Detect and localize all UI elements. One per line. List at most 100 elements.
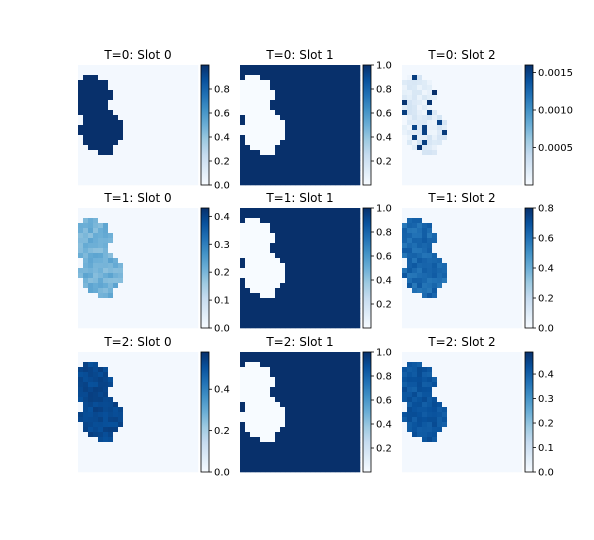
heatmap-cell: [355, 75, 361, 81]
heatmap-cell: [245, 140, 251, 146]
heatmap-cell: [193, 135, 199, 141]
heatmap-cell: [417, 402, 423, 408]
heatmap-cell: [452, 243, 458, 249]
heatmap-cell: [517, 75, 523, 81]
heatmap-cell: [290, 170, 296, 176]
heatmap-cell: [295, 258, 301, 264]
heatmap-cell: [143, 288, 149, 294]
colorbar-tick-label: 0.6: [376, 252, 392, 263]
heatmap-cell: [340, 258, 346, 264]
heatmap-cell: [78, 377, 84, 383]
heatmap-cell: [487, 175, 493, 181]
heatmap-cell: [78, 367, 84, 373]
heatmap-cell: [83, 110, 89, 116]
heatmap-cell: [93, 155, 99, 161]
heatmap-cell: [133, 268, 139, 274]
heatmap-cell: [477, 95, 483, 101]
heatmap-cell: [240, 130, 246, 136]
heatmap-cell: [320, 170, 326, 176]
heatmap-cell: [133, 120, 139, 126]
heatmap-cell: [442, 115, 448, 121]
heatmap-cell: [295, 397, 301, 403]
heatmap-cell: [350, 110, 356, 116]
heatmap-cell: [477, 125, 483, 131]
heatmap-cell: [250, 105, 256, 111]
heatmap-cell: [340, 180, 346, 186]
heatmap-cell: [462, 140, 468, 146]
heatmap-cell: [350, 377, 356, 383]
heatmap-cell: [305, 85, 311, 91]
heatmap-cell: [285, 233, 291, 239]
heatmap-cell: [295, 150, 301, 156]
heatmap-cell: [447, 218, 453, 224]
heatmap-cell: [163, 208, 169, 214]
heatmap-cell: [325, 273, 331, 279]
heatmap-cell: [507, 90, 513, 96]
heatmap-cell: [507, 233, 513, 239]
heatmap-cell: [78, 165, 84, 171]
heatmap-cell: [240, 100, 246, 106]
heatmap-cell: [492, 387, 498, 393]
heatmap-cell: [315, 437, 321, 443]
colorbar-tick-label: 0.2: [538, 294, 554, 305]
heatmap-cell: [472, 303, 478, 309]
heatmap-cell: [305, 218, 311, 224]
heatmap-cell: [143, 100, 149, 106]
heatmap-cell: [153, 352, 159, 358]
heatmap-cell: [402, 228, 408, 234]
heatmap-cell: [103, 150, 109, 156]
heatmap-cell: [168, 218, 174, 224]
heatmap-cell: [113, 412, 119, 418]
heatmap-cell: [143, 228, 149, 234]
heatmap-cell: [417, 155, 423, 161]
heatmap-cell: [103, 180, 109, 186]
heatmap-cell: [108, 208, 114, 214]
heatmap-cell: [502, 80, 508, 86]
heatmap-cell: [467, 130, 473, 136]
heatmap-cell: [335, 303, 341, 309]
heatmap-cell: [133, 150, 139, 156]
heatmap-cell: [183, 160, 189, 166]
heatmap-cell: [123, 417, 129, 423]
heatmap-cell: [325, 263, 331, 269]
heatmap-cell: [437, 65, 443, 71]
heatmap-cell: [402, 180, 408, 186]
heatmap-cell: [417, 243, 423, 249]
heatmap-cell: [163, 233, 169, 239]
heatmap-cell: [178, 412, 184, 418]
heatmap-cell: [412, 228, 418, 234]
heatmap-cell: [123, 120, 129, 126]
heatmap-cell: [138, 70, 144, 76]
heatmap-cell: [178, 402, 184, 408]
heatmap-cell: [183, 90, 189, 96]
heatmap-cell: [93, 218, 99, 224]
heatmap-cell: [315, 402, 321, 408]
heatmap-cell: [502, 288, 508, 294]
heatmap-cell: [148, 457, 154, 463]
heatmap-cell: [512, 377, 518, 383]
heatmap-cell: [325, 422, 331, 428]
heatmap-cell: [178, 268, 184, 274]
heatmap-cell: [512, 402, 518, 408]
heatmap-cell: [467, 308, 473, 314]
heatmap-cell: [310, 258, 316, 264]
heatmap-cell: [345, 125, 351, 131]
heatmap-cell: [158, 382, 164, 388]
heatmap-cell: [183, 417, 189, 423]
heatmap-cell: [138, 180, 144, 186]
heatmap-cell: [285, 85, 291, 91]
heatmap-cell: [417, 150, 423, 156]
heatmap-cell: [250, 318, 256, 324]
heatmap-cell: [305, 412, 311, 418]
heatmap-cell: [442, 318, 448, 324]
heatmap-cell: [123, 65, 129, 71]
heatmap-cell: [245, 70, 251, 76]
heatmap-cell: [260, 298, 266, 304]
heatmap-cell: [305, 293, 311, 299]
heatmap-cell: [457, 352, 463, 358]
heatmap-cell: [260, 357, 266, 363]
heatmap-cell: [330, 253, 336, 259]
heatmap-cell: [340, 352, 346, 358]
heatmap-cell: [310, 218, 316, 224]
heatmap-cell: [113, 233, 119, 239]
